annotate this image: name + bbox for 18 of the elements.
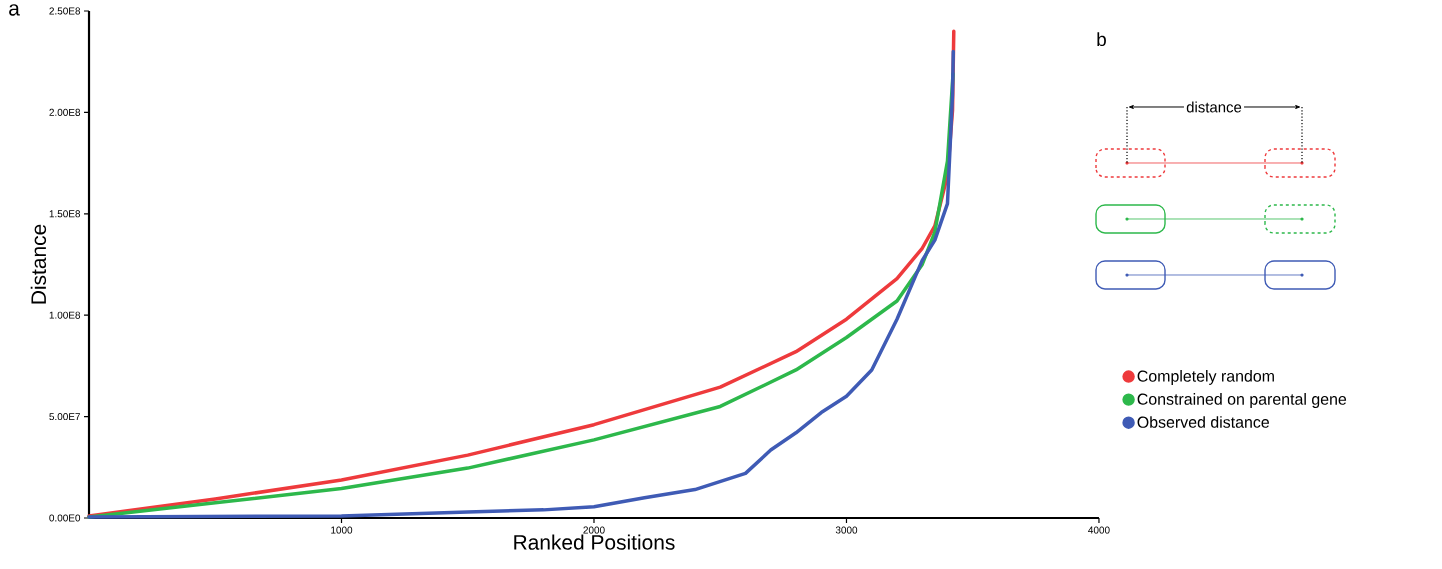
text: a: [9, 4, 20, 16]
legend-label: Observed distance: [1137, 416, 1269, 428]
y-tick-label: 0.00E0: [49, 514, 81, 522]
x-tick-label: 1000: [331, 526, 353, 534]
x-tick-label: 3000: [835, 526, 858, 534]
y-tick-label: 1.00E8: [49, 311, 81, 319]
x-tick-label: 2000: [583, 526, 605, 534]
x-axis-title: Ranked Positions: [514, 534, 675, 550]
text: distance: [1186, 101, 1242, 113]
legend-label: Constrained on parental gene: [1137, 393, 1347, 408]
y-tick-label: 1.50E8: [49, 210, 81, 218]
x-tick-label: 4000: [1088, 526, 1110, 534]
y-tick-label: 2.50E8: [49, 7, 81, 15]
annotation: b: [1097, 32, 1106, 47]
y-axis-title: Distance: [30, 224, 47, 304]
y-tick-label: 5.00E7: [49, 413, 80, 421]
y-tick-label: 2.00E8: [49, 108, 81, 116]
legend-label: Completely random: [1137, 370, 1274, 385]
